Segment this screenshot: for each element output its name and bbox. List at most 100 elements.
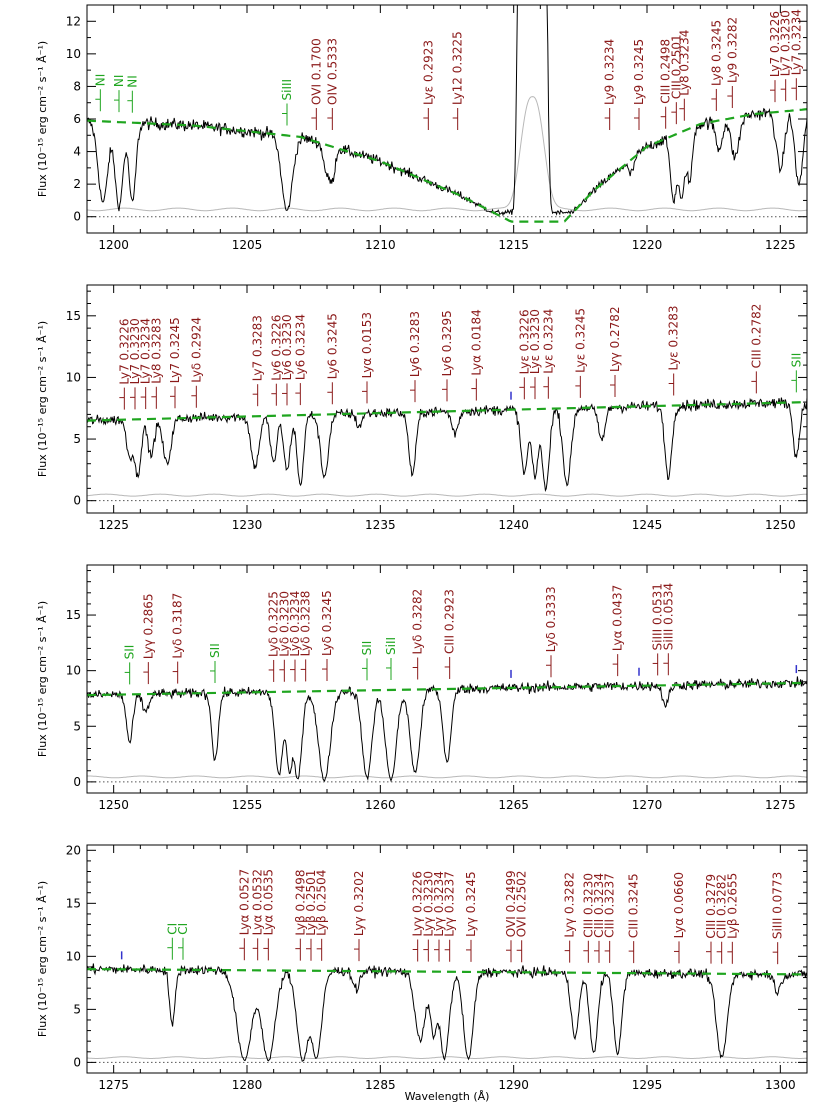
y-tick-label: 5: [73, 432, 81, 446]
x-tick-label: 1290: [498, 1078, 529, 1092]
spectrum-panel-3: SII Lyγ 0.2865 Lyδ 0.3187 SII Lyδ 0.3225Lyδ …: [36, 564, 808, 812]
line-id-label: Ly8 0.3283: [149, 318, 163, 384]
y-axis-title: Flux (10⁻¹⁵ erg cm⁻² s⁻¹ Å⁻¹): [36, 601, 49, 757]
y-tick-label: 15: [66, 309, 81, 323]
x-tick-label: 1260: [365, 798, 396, 812]
line-id-label: SII: [208, 643, 222, 658]
line-id-label: OIV 0.5333: [325, 38, 339, 105]
line-id-label: Ly12 0.3225: [451, 31, 465, 105]
line-id-label: CIII 0.3245: [627, 873, 641, 938]
x-tick-label: 1270: [632, 798, 663, 812]
line-id-label: CIII 0.3279: [704, 874, 718, 939]
line-id-label: Lyβ 0.2504: [315, 870, 329, 936]
line-id-label: Ly7 0.3234: [789, 9, 803, 75]
x-tick-label: 1240: [498, 518, 529, 532]
continuum-fit: [87, 401, 807, 422]
line-id-label: Lyγ 0.2865: [141, 593, 155, 659]
line-id-label: Ly7 0.3226: [117, 318, 131, 384]
x-tick-label: 1285: [365, 1078, 396, 1092]
y-axis-title: Flux (10⁻¹⁵ erg cm⁻² s⁻¹ Å⁻¹): [36, 41, 49, 197]
line-id-label: Ly6 0.3295: [440, 310, 454, 376]
line-id-label: Lyγ 0.3245: [464, 871, 478, 937]
line-id-label: Ly6 0.3226: [269, 315, 283, 381]
y-tick-label: 10: [66, 370, 81, 384]
x-tick-label: 1280: [232, 1078, 263, 1092]
line-id-label: Lyβ 0.2655: [725, 873, 739, 939]
line-id-label: CIII 0.2498: [659, 39, 673, 104]
y-tick-label: 10: [66, 47, 81, 61]
line-id-label: NI: [112, 75, 126, 88]
line-id-label: CIII 0.2501: [669, 34, 683, 99]
line-id-label: SiII: [384, 637, 398, 655]
line-id-label: Lyγ 0.3202: [352, 870, 366, 936]
line-id-label: Lyγ 0.3282: [563, 872, 577, 938]
line-id-label: Lyγ 0.3226: [411, 871, 425, 937]
line-id-label: Lyα 0.0532: [251, 869, 265, 935]
line-id-label: CIII 0.3237: [603, 873, 617, 938]
line-id-label: CIII 0.3230: [581, 873, 595, 938]
line-id-label: Lyα 0.0437: [611, 585, 625, 651]
line-id-label: Lyβ 0.2501: [304, 870, 318, 936]
panel-plot-area: [87, 951, 807, 1062]
line-id-label: SiIII 0.0534: [661, 583, 675, 650]
line-id-label: Lyγ 0.3234: [432, 871, 446, 937]
x-axis-title: Wavelength (Å): [405, 1090, 490, 1103]
continuum-fit: [87, 108, 807, 223]
line-id-label: Lyδ 0.3282: [411, 589, 425, 655]
y-tick-label: 15: [66, 608, 81, 622]
x-tick-label: 1265: [498, 798, 529, 812]
y-tick-label: 15: [66, 896, 81, 910]
error-spectrum: [87, 775, 807, 779]
line-id-label: SiIII 0.0531: [651, 583, 665, 650]
line-id-label: Ly7 0.3226: [768, 11, 782, 77]
x-tick-label: 1220: [632, 238, 663, 252]
x-tick-label: 1275: [98, 1078, 129, 1092]
flux-spectrum: [87, 5, 807, 217]
line-id-label: Ly7 0.3245: [168, 317, 182, 383]
line-id-label: CIII 0.3234: [592, 873, 606, 938]
line-id-label: Ly8 0.3234: [677, 30, 691, 96]
panel-frame: [86, 284, 808, 514]
error-spectrum: [87, 493, 807, 497]
line-id-label: Lyγ 0.3230: [421, 871, 435, 937]
y-tick-label: 0: [73, 494, 81, 508]
y-tick-label: 5: [73, 719, 81, 733]
line-id-label: Lyε 0.3230: [528, 309, 542, 374]
continuum-fit: [87, 968, 807, 976]
x-tick-label: 1200: [98, 238, 129, 252]
y-axis-title: Flux (10⁻¹⁵ erg cm⁻² s⁻¹ Å⁻¹): [36, 321, 49, 477]
x-tick-label: 1245: [632, 518, 663, 532]
line-id-label: Ly7 0.3230: [779, 10, 793, 76]
x-tick-label: 1295: [632, 1078, 663, 1092]
error-spectrum: [87, 1056, 807, 1059]
line-id-label: Ly7 0.3283: [251, 315, 265, 381]
line-id-label: Lyδ 0.3245: [320, 590, 334, 656]
line-id-label: Lyδ 0.3187: [171, 593, 185, 659]
line-id-label: CIII 0.2923: [443, 589, 457, 654]
line-id-label: CIII 0.2782: [749, 304, 763, 369]
panel-frame: [86, 564, 808, 794]
line-id-label: Lyε 0.3234: [541, 309, 555, 374]
line-id-label: SII: [360, 641, 374, 656]
line-id-label: Lyδ 0.3238: [299, 591, 313, 657]
line-id-label: Lyγ 0.3237: [443, 871, 457, 937]
line-id-label: Ly6 0.3234: [293, 314, 307, 380]
line-id-label: Lyε 0.3226: [517, 309, 531, 374]
flux-spectrum: [87, 963, 807, 1062]
line-id-label: SII: [123, 645, 137, 660]
line-id-label: NI: [93, 74, 107, 87]
continuum-fit: [87, 681, 807, 697]
y-tick-label: 10: [66, 664, 81, 678]
x-tick-label: 1230: [232, 518, 263, 532]
line-id-label: CI: [176, 923, 190, 935]
line-id-label: CI: [165, 923, 179, 935]
y-tick-label: 5: [73, 1002, 81, 1016]
line-id-label: SiIII: [280, 79, 294, 101]
x-tick-label: 1205: [232, 238, 263, 252]
panel-frame: [86, 4, 808, 234]
line-id-label: SII: [789, 353, 803, 368]
y-tick-label: 12: [66, 14, 81, 28]
panel-plot-area: [87, 391, 807, 497]
y-tick-label: 2: [73, 177, 81, 191]
